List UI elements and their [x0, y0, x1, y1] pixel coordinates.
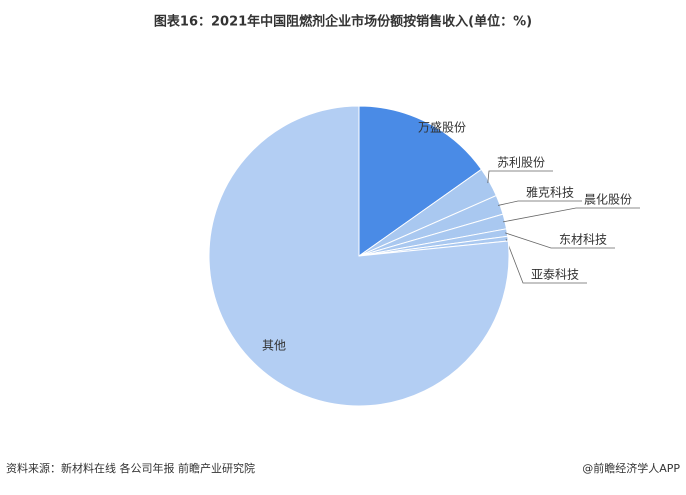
slice-label: 万盛股份	[418, 120, 466, 135]
pie-slice	[358, 105, 483, 257]
credit: @前瞻经济学人APP	[582, 461, 680, 475]
pie-slice	[208, 105, 510, 407]
slice-label: 亚泰科技	[531, 268, 579, 282]
leader-line	[502, 207, 640, 223]
slice-label: 其他	[262, 339, 286, 353]
leader-line	[498, 200, 582, 206]
slice-label: 晨化股份	[584, 193, 632, 207]
chart-title: 图表16：2021年中国阻燃剂企业市场份额按销售收入(单位：%)	[154, 14, 532, 30]
source: 资料来源：新材料在线 各公司年报 前瞻产业研究院	[6, 461, 255, 475]
leader-line	[487, 170, 553, 184]
leader-line	[505, 238, 587, 284]
leader-line	[505, 232, 615, 249]
slice-label: 雅克科技	[526, 185, 574, 200]
slice-label: 东材科技	[559, 233, 607, 247]
slice-label: 苏利股份	[497, 156, 545, 170]
